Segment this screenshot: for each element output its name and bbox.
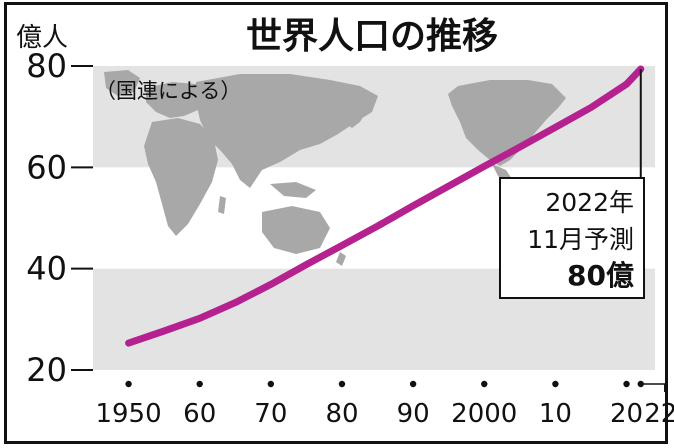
x-tick-label: 1950 bbox=[95, 399, 161, 429]
y-tick-label: 80 bbox=[26, 47, 67, 85]
map-madagascar bbox=[218, 196, 226, 214]
map-japan bbox=[346, 104, 366, 128]
source-note: （国連による） bbox=[95, 79, 241, 103]
x-tick-label: 2000 bbox=[451, 399, 517, 429]
series-line bbox=[125, 65, 645, 347]
annotation-line-2: 11月予測 bbox=[527, 225, 634, 254]
map-asia bbox=[196, 74, 378, 188]
x-tick-label: 22 bbox=[644, 399, 674, 429]
map-new-zealand bbox=[336, 252, 346, 266]
x-tick-label: 90 bbox=[397, 399, 430, 429]
x-tick-dot bbox=[125, 380, 132, 388]
x-tick-dot bbox=[196, 380, 203, 388]
x-tick-label: 10 bbox=[539, 399, 572, 429]
x-tick-label: 80 bbox=[325, 399, 358, 429]
chart-title: 世界人口の推移 bbox=[246, 16, 498, 57]
world-map-illustration bbox=[104, 70, 566, 284]
annotation-box bbox=[499, 177, 645, 299]
annotation-line-3: 80億 bbox=[567, 259, 634, 292]
y-tick-label: 20 bbox=[26, 351, 67, 389]
x-tick-dot bbox=[552, 380, 559, 388]
x-tick-bracket bbox=[642, 383, 666, 392]
x-tick-dot bbox=[267, 380, 275, 388]
x-tick-label: 70 bbox=[254, 399, 287, 429]
map-north-america bbox=[448, 80, 566, 166]
x-tick-label: 20 bbox=[610, 399, 643, 429]
map-greenland bbox=[104, 70, 140, 96]
series-layer bbox=[125, 65, 645, 347]
forecast-annotation: 2022年 11月予測 80億 bbox=[499, 69, 645, 299]
map-europe bbox=[146, 82, 206, 118]
x-tick-dot bbox=[409, 380, 417, 388]
x-tick-dot bbox=[338, 380, 346, 388]
map-southeast-asia bbox=[270, 182, 316, 198]
y-tick-label: 60 bbox=[26, 148, 67, 186]
x-axis: 1950 60 70 80 90 2000 10 20 22 bbox=[95, 380, 674, 429]
x-tick-label: 60 bbox=[183, 399, 216, 429]
x-tick-dot bbox=[637, 380, 644, 388]
x-tick-dot bbox=[623, 380, 630, 388]
x-tick-dot bbox=[481, 380, 488, 388]
map-africa bbox=[144, 118, 218, 236]
annotation-line-1: 2022年 bbox=[545, 188, 634, 217]
y-axis: 20 40 60 80 bbox=[26, 47, 93, 389]
map-australia bbox=[262, 206, 330, 254]
y-unit-label: 億人 bbox=[16, 23, 68, 53]
y-tick-label: 40 bbox=[26, 250, 67, 288]
